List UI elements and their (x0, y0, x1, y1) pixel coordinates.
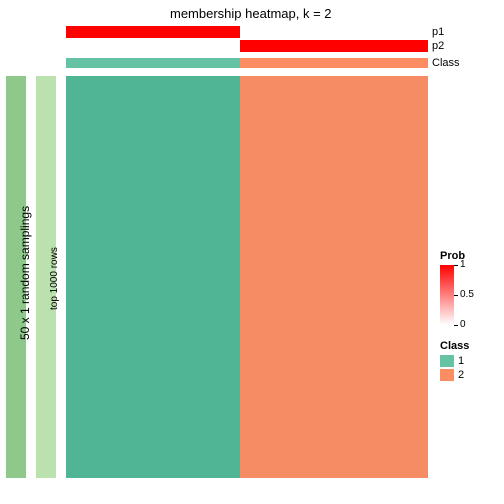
legend-prob-tick: 0.5 (460, 290, 474, 300)
annotation-segment (66, 40, 240, 52)
heatmap-body (66, 76, 428, 478)
legend-swatch (440, 355, 454, 367)
chart-title: membership heatmap, k = 2 (170, 6, 332, 21)
heatmap-column (240, 76, 428, 478)
rows-label: top 1000 rows (49, 247, 60, 310)
legend-prob-tick: 0 (460, 320, 466, 330)
annotation-segment (66, 26, 240, 38)
annotation-label-p2: p2 (432, 40, 444, 52)
legend-class-item: 2 (440, 369, 469, 381)
annotation-segment (240, 26, 428, 38)
annotation-segment (240, 40, 428, 52)
annotation-segment (240, 58, 428, 68)
legend-class-label: 2 (458, 369, 464, 381)
legend-swatch (440, 369, 454, 381)
samplings-label: 50 x 1 random samplings (18, 206, 32, 340)
annotation-label-class: Class (432, 57, 460, 69)
annotation-label-p1: p1 (432, 26, 444, 38)
annotation-row-p1 (66, 26, 428, 38)
annotation-row-class (66, 58, 428, 68)
legend-prob-tick: 1 (460, 260, 466, 270)
annotation-row-p2 (66, 40, 428, 52)
legend-class-items: 12 (440, 355, 469, 381)
heatmap-column (66, 76, 240, 478)
legend-class: Class 12 (440, 340, 469, 383)
legend-class-title: Class (440, 340, 469, 352)
legend-class-item: 1 (440, 355, 469, 367)
legend-prob: Prob 10.50 (440, 250, 465, 325)
annotation-segment (66, 58, 240, 68)
legend-class-label: 1 (458, 355, 464, 367)
legend-prob-gradient: 10.50 (440, 265, 454, 325)
